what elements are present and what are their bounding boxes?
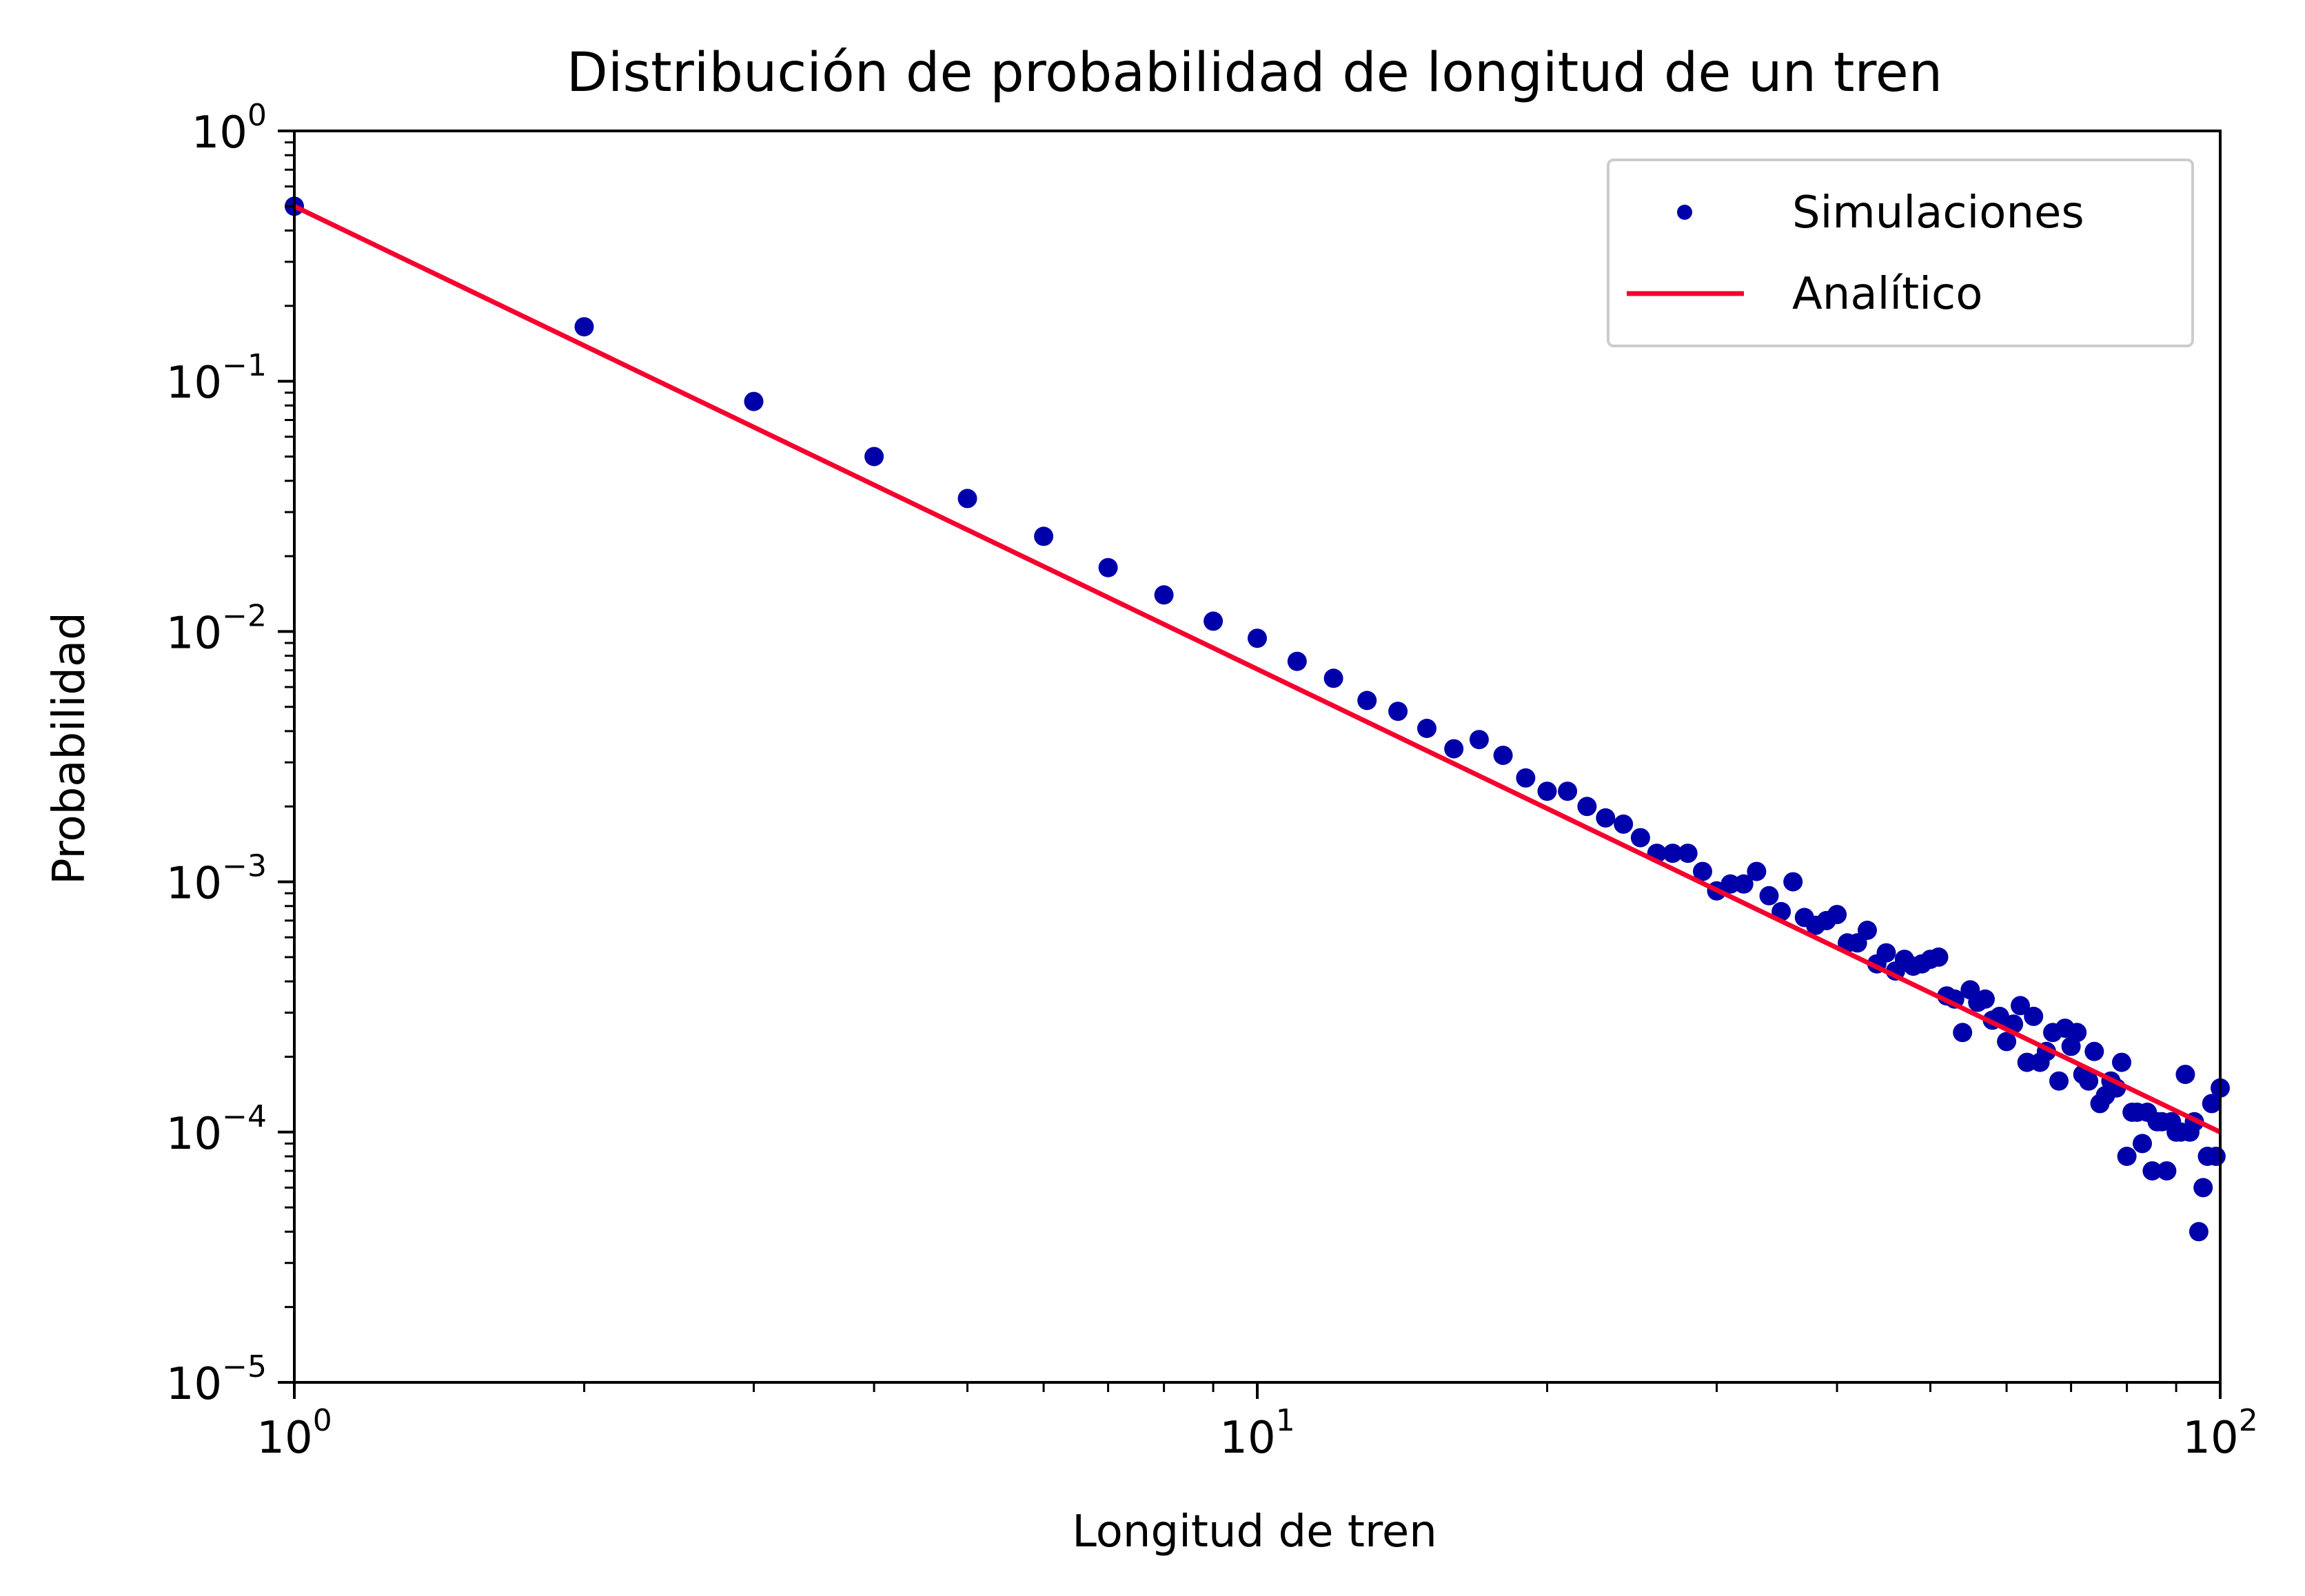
scatter-point-92: [2175, 1065, 2195, 1085]
scatter-point-79: [2112, 1052, 2131, 1072]
legend: Simulaciones Analítico: [1607, 158, 2194, 347]
scatter-point-10: [1248, 628, 1267, 648]
scatter-point-6: [1034, 526, 1054, 546]
legend-box: [1607, 158, 2194, 347]
scatter-point-73: [2079, 1071, 2099, 1091]
scatter-point-24: [1614, 814, 1634, 834]
scatter-point-31: [1720, 874, 1740, 894]
scatter-point-27: [1663, 843, 1683, 863]
scatter-point-3: [744, 391, 764, 411]
scatter-point-22: [1577, 797, 1597, 817]
scatter-point-11: [1287, 651, 1307, 671]
scatter-point-80: [2117, 1147, 2137, 1166]
x-tick-label: 102: [2182, 1403, 2257, 1464]
scatter-point-99: [2206, 1147, 2226, 1166]
x-tick-label: 101: [1219, 1403, 1294, 1464]
scatter-point-43: [1858, 921, 1877, 940]
legend-label-analitico: Analítico: [1792, 269, 1982, 320]
y-tick-label: 10−2: [166, 598, 267, 659]
scatter-point-34: [1759, 886, 1779, 906]
chart-title: Distribución de probabilidad de longitud…: [567, 42, 1942, 104]
scatter-point-8: [1154, 585, 1174, 605]
plot-area: [285, 130, 2230, 1384]
scatter-point-88: [2157, 1161, 2177, 1181]
scatter-point-28: [1678, 843, 1698, 863]
scatter-point-40: [1827, 905, 1847, 925]
scatter-point-96: [2193, 1178, 2213, 1198]
x-axis: 100 101 102: [256, 1382, 2258, 1464]
scatter-point-25: [1630, 828, 1650, 848]
y-tick-label: 10−5: [166, 1349, 267, 1410]
scatter-point-16: [1444, 739, 1464, 759]
scatter-point-68: [2049, 1071, 2069, 1091]
y-tick-label: 10−4: [166, 1099, 267, 1160]
scatter-point-19: [1516, 768, 1536, 788]
scatter-point-15: [1417, 719, 1436, 738]
scatter-point-60: [1997, 1032, 2017, 1052]
scatter-point-21: [1558, 781, 1578, 801]
scatter-point-57: [1976, 989, 1995, 1009]
scatter-point-64: [2024, 1006, 2044, 1026]
y-tick-label: 10−3: [166, 849, 267, 910]
y-tick-label: 10−1: [166, 348, 267, 409]
scatter-point-4: [864, 447, 884, 467]
scatter-point-14: [1388, 702, 1408, 722]
y-axis: 100 10−1 10−2 10−3 10−4 10−5: [166, 98, 294, 1410]
legend-marker-simulaciones: [1677, 205, 1692, 220]
scatter-point-23: [1596, 808, 1616, 828]
scatter-point-95: [2189, 1222, 2208, 1242]
points-layer: [285, 196, 2230, 1242]
scatter-point-32: [1734, 874, 1754, 894]
scatter-point-85: [2142, 1161, 2162, 1181]
scatter-point-54: [1953, 1023, 1973, 1043]
scatter-point-74: [2084, 1041, 2104, 1061]
y-axis-label: Probabilidad: [44, 612, 95, 885]
scatter-point-5: [957, 489, 977, 509]
x-axis-label: Longitud de tren: [1072, 1506, 1437, 1557]
scatter-point-45: [1876, 943, 1896, 963]
scatter-point-18: [1493, 746, 1513, 766]
scatter-point-20: [1537, 781, 1557, 801]
scatter-point-7: [1098, 557, 1118, 577]
scatter-point-71: [2067, 1023, 2087, 1043]
scatter-point-12: [1323, 668, 1343, 688]
scatter-point-29: [1693, 861, 1712, 881]
scatter-point-83: [2133, 1134, 2152, 1154]
line-layer: [293, 204, 2222, 1134]
y-tick-label: 100: [192, 98, 267, 158]
scatter-point-62: [2011, 996, 2030, 1016]
scatter-point-13: [1357, 690, 1377, 710]
scatter-point-33: [1747, 861, 1767, 881]
scatter-point-17: [1469, 730, 1489, 750]
scatter-point-36: [1783, 872, 1803, 892]
scatter-point-98: [2202, 1094, 2222, 1114]
x-tick-label: 100: [256, 1403, 332, 1464]
scatter-point-9: [1204, 611, 1223, 631]
legend-label-simulaciones: Simulaciones: [1792, 187, 2084, 238]
scatter-point-51: [1929, 947, 1949, 967]
scatter-point-2: [574, 317, 594, 337]
analitico-line: [293, 204, 2222, 1134]
